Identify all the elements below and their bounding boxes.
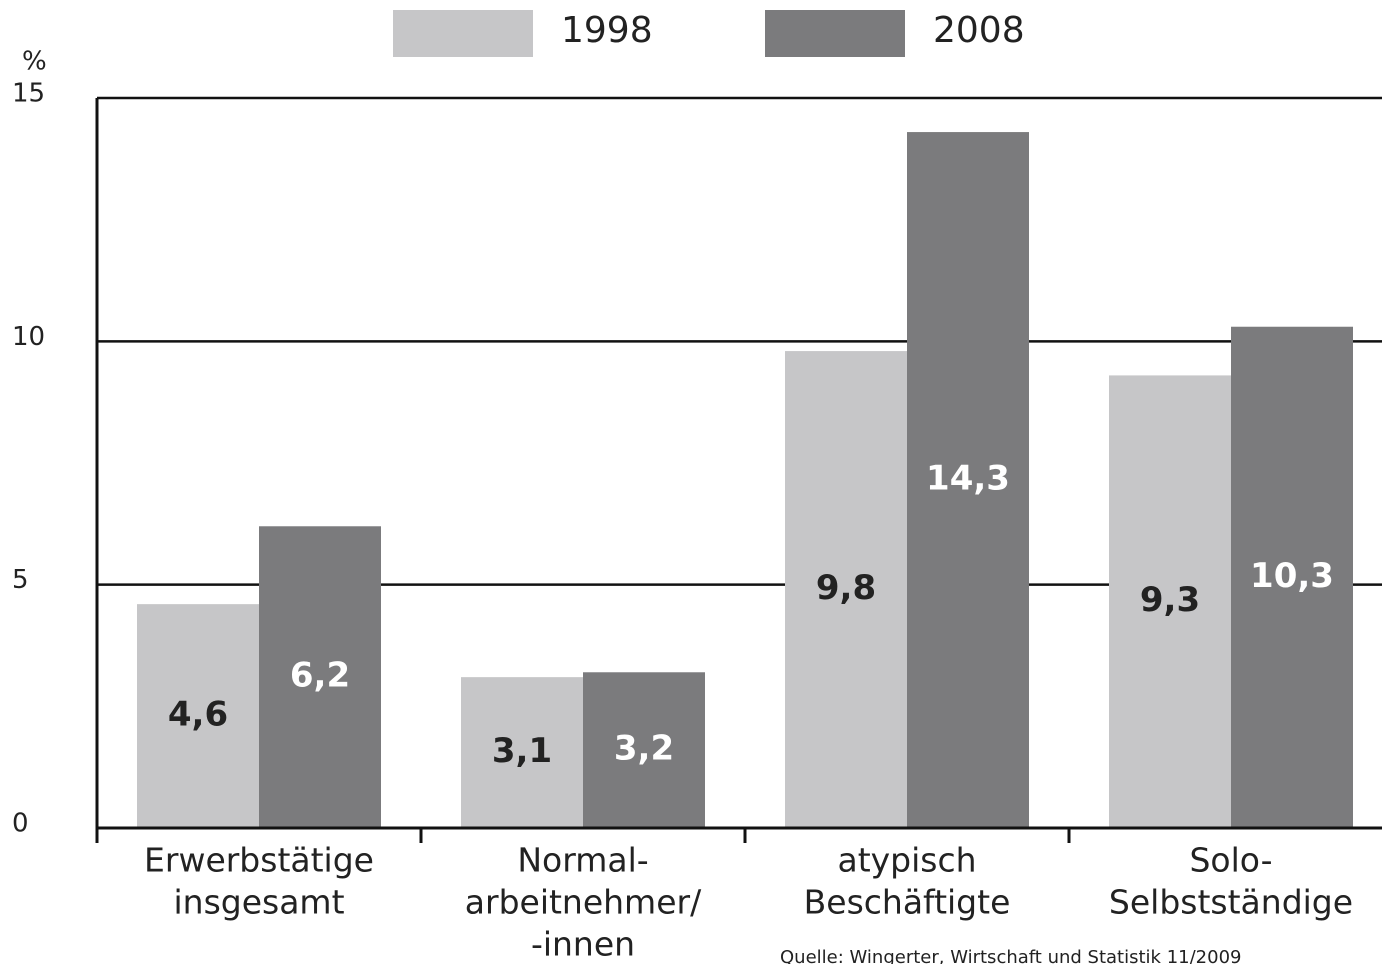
value-label: 3,2 (614, 729, 674, 769)
y-tick-label: 10 (12, 322, 45, 352)
value-label: 6,2 (290, 656, 350, 696)
value-label: 4,6 (168, 695, 228, 735)
x-tick-label: -innen (531, 925, 635, 964)
bar (1231, 326, 1353, 828)
bar (137, 604, 259, 828)
y-tick-label: 15 (12, 79, 45, 109)
legend-swatch (393, 10, 533, 57)
x-tick-label: insgesamt (173, 883, 344, 922)
bar (1109, 375, 1231, 828)
value-label: 9,3 (1140, 580, 1200, 620)
x-tick-label: Solo- (1189, 841, 1272, 880)
bar (907, 132, 1029, 829)
value-label: 9,8 (816, 568, 876, 608)
value-label: 10,3 (1250, 556, 1334, 596)
bar (259, 526, 381, 828)
legend-swatch (765, 10, 905, 57)
legend-label: 2008 (933, 10, 1025, 51)
bar (461, 677, 583, 828)
bar (583, 672, 705, 828)
y-axis-label: % (22, 47, 47, 77)
x-tick-label: arbeitnehmer/ (465, 883, 702, 922)
value-label: 3,1 (492, 731, 552, 771)
value-label: 14,3 (926, 459, 1010, 499)
y-tick-label: 0 (12, 809, 29, 839)
legend-label: 1998 (561, 10, 653, 51)
x-tick-label: Selbstständige (1109, 883, 1353, 922)
source: Quelle: Wingerter, Wirtschaft und Statis… (780, 947, 1241, 964)
x-tick-label: atypisch (837, 841, 976, 880)
x-tick-label: Beschäftigte (804, 883, 1011, 922)
y-tick-label: 5 (12, 565, 29, 595)
x-tick-label: Erwerbstätige (144, 841, 374, 880)
bar (785, 351, 907, 828)
x-tick-label: Normal- (517, 841, 648, 880)
